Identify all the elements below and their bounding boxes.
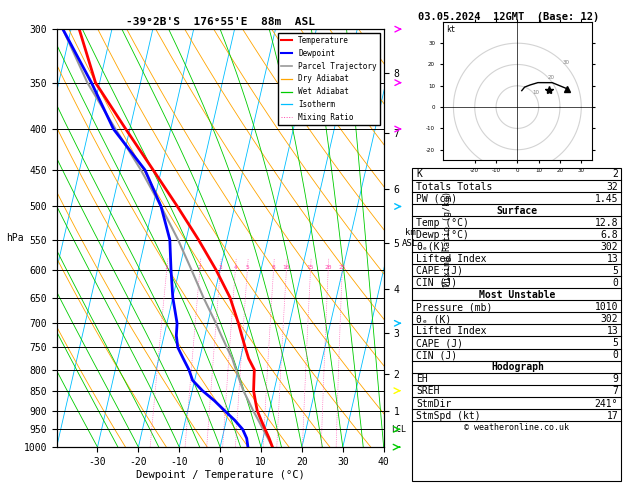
Title: -39°2B'S  176°55'E  88m  ASL: -39°2B'S 176°55'E 88m ASL	[126, 17, 314, 27]
Text: 03.05.2024  12GMT  (Base: 12): 03.05.2024 12GMT (Base: 12)	[418, 12, 599, 22]
Text: 32: 32	[606, 182, 618, 191]
Text: 5: 5	[613, 266, 618, 276]
Text: 30: 30	[562, 60, 569, 65]
Text: 7: 7	[613, 386, 618, 397]
Text: CAPE (J): CAPE (J)	[416, 266, 464, 276]
Text: 10: 10	[532, 90, 539, 95]
Text: K: K	[416, 170, 422, 179]
Text: 3: 3	[218, 265, 222, 270]
Text: hPa: hPa	[6, 233, 24, 243]
Text: Lifted Index: Lifted Index	[416, 254, 487, 264]
Text: 9: 9	[613, 374, 618, 384]
Text: Totals Totals: Totals Totals	[416, 182, 493, 191]
Text: © weatheronline.co.uk: © weatheronline.co.uk	[464, 423, 569, 432]
Text: Most Unstable: Most Unstable	[479, 290, 555, 300]
Text: StmDir: StmDir	[416, 399, 452, 409]
Text: 1010: 1010	[595, 302, 618, 312]
Text: 302: 302	[601, 242, 618, 252]
Text: SREH: SREH	[416, 386, 440, 397]
Text: 12.8: 12.8	[595, 218, 618, 228]
Text: 0: 0	[613, 350, 618, 360]
Text: θₑ(K): θₑ(K)	[416, 242, 446, 252]
Text: CAPE (J): CAPE (J)	[416, 338, 464, 348]
Text: kt: kt	[446, 25, 455, 34]
Text: 6.8: 6.8	[601, 230, 618, 240]
Text: 25: 25	[338, 265, 346, 270]
Text: EH: EH	[416, 374, 428, 384]
Text: 1: 1	[165, 265, 169, 270]
Text: θₑ (K): θₑ (K)	[416, 314, 452, 324]
Text: 2: 2	[613, 170, 618, 179]
Text: 17: 17	[606, 411, 618, 420]
Text: 0: 0	[613, 278, 618, 288]
Text: Dewp (°C): Dewp (°C)	[416, 230, 469, 240]
X-axis label: Dewpoint / Temperature (°C): Dewpoint / Temperature (°C)	[136, 469, 304, 480]
Text: 10: 10	[282, 265, 290, 270]
Y-axis label: km
ASL: km ASL	[403, 228, 418, 248]
Text: 20: 20	[325, 265, 332, 270]
Text: Hodograph: Hodograph	[491, 363, 544, 372]
Text: 241°: 241°	[595, 399, 618, 409]
Text: CIN (J): CIN (J)	[416, 278, 457, 288]
Text: PW (cm): PW (cm)	[416, 193, 457, 204]
Text: 302: 302	[601, 314, 618, 324]
Text: 1.45: 1.45	[595, 193, 618, 204]
Text: 8: 8	[272, 265, 276, 270]
Text: 5: 5	[245, 265, 249, 270]
Text: 13: 13	[606, 326, 618, 336]
Text: 2: 2	[198, 265, 202, 270]
Text: StmSpd (kt): StmSpd (kt)	[416, 411, 481, 420]
Text: Lifted Index: Lifted Index	[416, 326, 487, 336]
Legend: Temperature, Dewpoint, Parcel Trajectory, Dry Adiabat, Wet Adiabat, Isotherm, Mi: Temperature, Dewpoint, Parcel Trajectory…	[277, 33, 380, 125]
Text: LCL: LCL	[391, 425, 406, 434]
Text: Temp (°C): Temp (°C)	[416, 218, 469, 228]
Text: Surface: Surface	[497, 206, 538, 216]
Text: CIN (J): CIN (J)	[416, 350, 457, 360]
Text: Mixing Ratio (g/kg): Mixing Ratio (g/kg)	[443, 191, 452, 286]
Text: 4: 4	[233, 265, 237, 270]
Text: 13: 13	[606, 254, 618, 264]
Text: 15: 15	[307, 265, 314, 270]
Text: Pressure (mb): Pressure (mb)	[416, 302, 493, 312]
Text: 5: 5	[613, 338, 618, 348]
Text: 20: 20	[547, 75, 554, 80]
